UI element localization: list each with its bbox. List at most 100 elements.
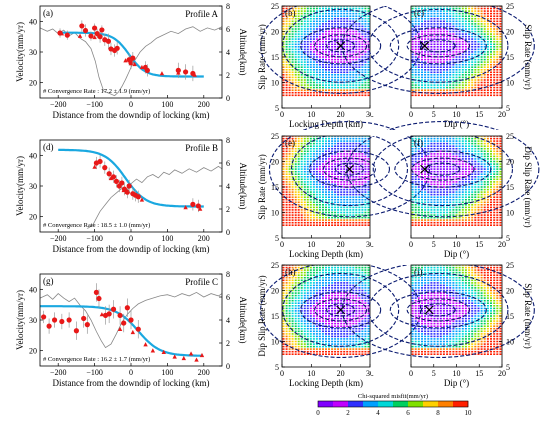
misfit-cell xyxy=(367,10,370,12)
misfit-cell xyxy=(312,51,315,53)
misfit-cell xyxy=(468,140,471,142)
misfit-cell xyxy=(331,201,334,204)
misfit-cell xyxy=(490,17,492,20)
misfit-cell xyxy=(288,312,291,315)
misfit-cell xyxy=(306,94,309,97)
misfit-cell xyxy=(496,63,499,66)
misfit-cell xyxy=(334,147,337,150)
panel-label: (a) xyxy=(43,8,53,18)
misfit-cell xyxy=(331,193,334,196)
x-axis-label: Locking Depth (km) xyxy=(289,249,363,259)
misfit-cell xyxy=(291,183,294,186)
misfit-cell xyxy=(291,201,294,204)
misfit-cell xyxy=(424,216,427,219)
misfit-cell xyxy=(294,330,297,333)
misfit-cell xyxy=(343,7,346,10)
misfit-cell xyxy=(483,23,486,25)
misfit-cell xyxy=(490,10,492,12)
misfit-cell xyxy=(322,183,324,186)
misfit-cell xyxy=(364,69,367,71)
model-curve xyxy=(58,31,204,78)
misfit-cell xyxy=(340,28,343,30)
misfit-cell xyxy=(325,69,327,71)
misfit-cell xyxy=(364,76,367,79)
misfit-cell xyxy=(291,35,294,38)
misfit-cell xyxy=(288,158,291,160)
misfit-cell xyxy=(325,33,327,35)
misfit-cell xyxy=(291,7,294,10)
misfit-cell xyxy=(334,43,337,46)
misfit-cell xyxy=(496,28,499,30)
misfit-cell xyxy=(352,155,355,158)
misfit-cell xyxy=(340,201,343,204)
misfit-cell xyxy=(464,30,467,33)
misfit-cell xyxy=(474,206,477,209)
misfit-cell xyxy=(285,170,288,173)
misfit-cell xyxy=(468,163,471,165)
misfit-cell xyxy=(343,170,346,173)
misfit-cell xyxy=(309,56,312,58)
misfit-cell xyxy=(340,74,343,76)
misfit-cell xyxy=(458,216,461,219)
misfit-cell xyxy=(455,30,458,33)
misfit-cell xyxy=(411,183,414,186)
misfit-cell xyxy=(343,153,346,155)
misfit-cell xyxy=(496,191,499,193)
misfit-cell xyxy=(483,168,486,170)
misfit-cell xyxy=(312,150,315,153)
misfit-cell xyxy=(439,58,442,61)
misfit-cell xyxy=(474,176,477,178)
misfit-cell xyxy=(334,165,337,168)
misfit-cell xyxy=(452,150,455,153)
misfit-cell xyxy=(455,216,458,219)
misfit-cell xyxy=(474,38,477,40)
misfit-cell xyxy=(464,7,467,10)
misfit-cell xyxy=(430,211,433,214)
misfit-cell xyxy=(477,191,480,193)
misfit-cell xyxy=(340,66,343,68)
misfit-cell xyxy=(303,12,306,15)
misfit-cell xyxy=(471,211,474,214)
misfit-cell xyxy=(464,33,467,35)
misfit-cell xyxy=(297,209,300,211)
model-curve xyxy=(58,148,204,208)
misfit-cell xyxy=(315,282,318,284)
misfit-cell xyxy=(309,183,312,186)
misfit-cell xyxy=(328,17,330,20)
misfit-cell xyxy=(439,84,442,86)
misfit-cell xyxy=(346,173,349,175)
misfit-cell xyxy=(364,153,367,155)
misfit-cell xyxy=(486,158,489,160)
misfit-cell xyxy=(490,160,492,163)
misfit-cell xyxy=(367,20,370,23)
x-tick-label: 20 xyxy=(337,240,345,249)
misfit-cell xyxy=(318,155,321,158)
y-tick-label: 10 xyxy=(506,209,514,218)
misfit-cell xyxy=(312,224,315,226)
misfit-cell xyxy=(464,74,467,76)
misfit-cell xyxy=(417,204,420,206)
misfit-cell xyxy=(349,66,352,68)
misfit-cell xyxy=(334,15,337,17)
misfit-cell xyxy=(291,284,294,287)
misfit-cell xyxy=(455,84,458,86)
misfit-cell xyxy=(315,56,318,58)
misfit-cell xyxy=(352,74,355,76)
misfit-cell xyxy=(282,7,285,10)
misfit-cell xyxy=(282,216,285,219)
misfit-cell xyxy=(414,165,417,168)
misfit-cell xyxy=(439,63,442,66)
misfit-cell xyxy=(318,30,321,33)
misfit-cell xyxy=(300,158,303,160)
misfit-cell xyxy=(291,186,294,188)
best-fit-marker xyxy=(420,41,430,51)
misfit-cell xyxy=(427,193,430,196)
misfit-cell xyxy=(436,71,439,74)
misfit-cell xyxy=(291,330,294,333)
misfit-cell xyxy=(411,145,414,147)
misfit-cell xyxy=(303,23,306,25)
misfit-cell xyxy=(318,348,321,350)
altitude-line xyxy=(39,26,223,97)
misfit-cell xyxy=(464,63,467,66)
misfit-cell xyxy=(449,155,452,158)
